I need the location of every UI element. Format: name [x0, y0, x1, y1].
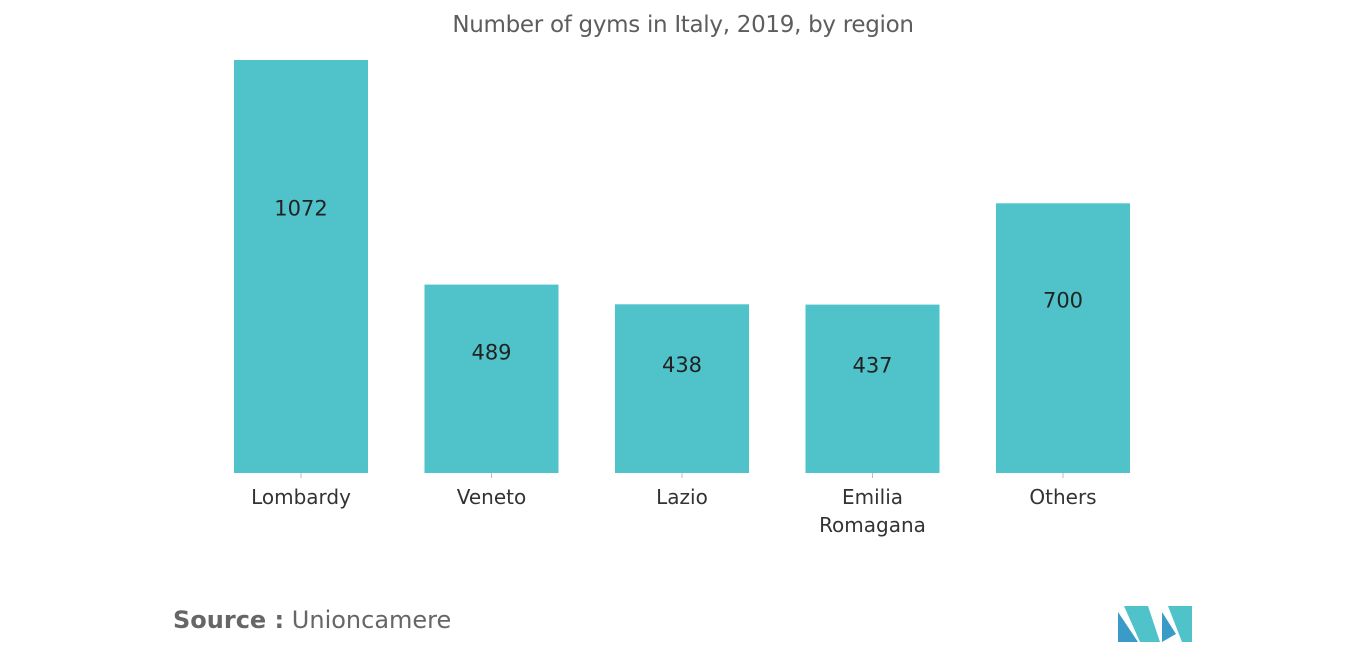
value-labels-group: 1072 489 438 437 700: [274, 197, 1083, 378]
bar-value-label: 1072: [274, 197, 327, 221]
bar-2: [615, 304, 749, 473]
mordor-logo-icon: [1118, 606, 1192, 642]
bar-3: [805, 304, 940, 473]
x-axis-ticks-group: Lombardy Veneto Lazio Emilia Romagana Others: [251, 473, 1097, 537]
x-tick-label: Veneto: [457, 485, 527, 509]
x-tick-label: Lazio: [656, 485, 708, 509]
bar-1: [424, 284, 559, 473]
source-note: Source : Unioncamere: [173, 606, 451, 634]
bar-0: [234, 60, 368, 473]
bars-group: [234, 60, 1130, 474]
x-tick-label: Romagana: [819, 513, 926, 537]
chart-title: Number of gyms in Italy, 2019, by region: [452, 12, 914, 38]
bar-4: [996, 203, 1130, 474]
bar-chart: 1072 489 438 437 700 Lombardy Veneto Lazio Emil…: [234, 60, 1130, 537]
bar-value-label: 700: [1043, 288, 1083, 312]
x-tick-label: Others: [1029, 485, 1096, 509]
source-value: Unioncamere: [291, 606, 452, 634]
source-label: Source :: [173, 606, 285, 634]
bar-value-label: 437: [852, 353, 892, 377]
x-tick-label: Emilia: [842, 485, 903, 509]
bar-value-label: 438: [662, 353, 702, 377]
x-tick-label: Lombardy: [251, 485, 351, 509]
bar-value-label: 489: [471, 340, 511, 364]
